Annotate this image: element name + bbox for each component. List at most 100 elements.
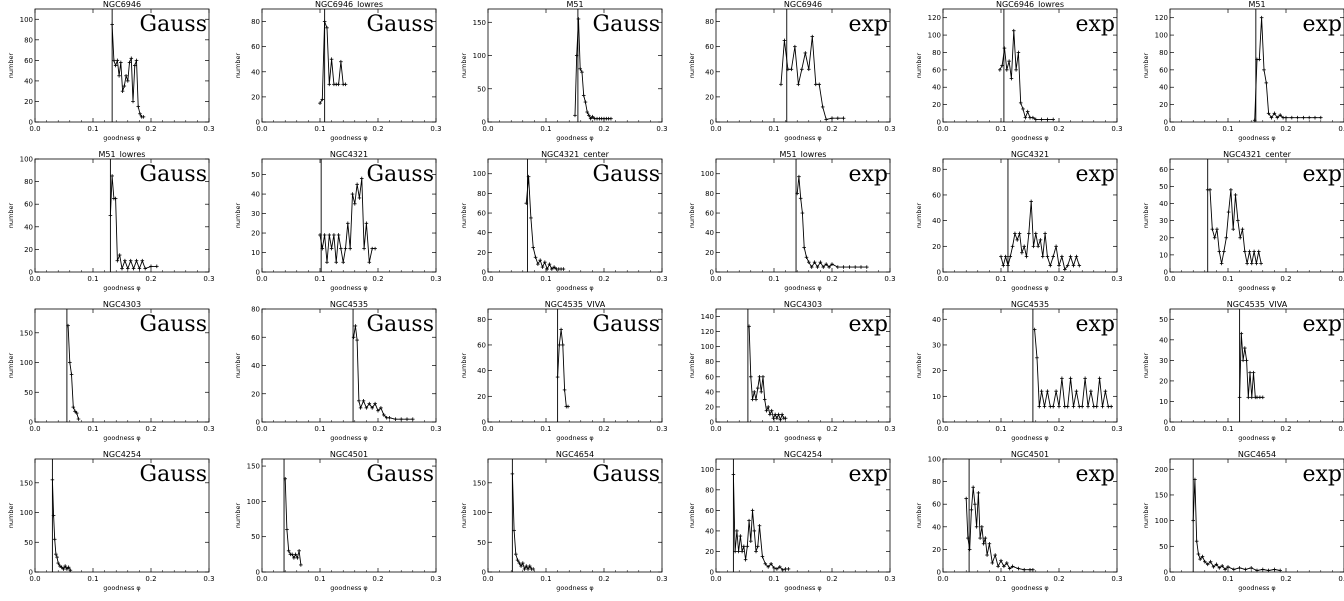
data-point (1083, 376, 1087, 381)
data-point (322, 233, 327, 237)
data-point (761, 375, 765, 379)
data-point (370, 406, 374, 410)
y-tick-label: 60 (705, 43, 714, 51)
x-tick-label: 0.1 (540, 575, 551, 583)
x-axis-label: goodness φ (1238, 284, 1275, 292)
data-point (1020, 250, 1024, 255)
data-point (764, 408, 769, 413)
data-point (332, 233, 336, 237)
y-tick-label: 0 (937, 119, 941, 127)
data-point (283, 476, 287, 481)
data-point (1241, 358, 1245, 363)
plot-frame (34, 158, 210, 273)
data-point (339, 59, 343, 64)
x-tick-label: 0.3 (884, 275, 895, 283)
data-point (1015, 238, 1020, 242)
x-tick-label: 0.0 (29, 275, 40, 283)
y-axis-label: number (688, 502, 696, 528)
chart-panel-23: NGC4501 exp 0.0 0.1 0.2 0.3 0 20 40 60 80 100 goodne… (915, 450, 1123, 592)
data-point (804, 255, 809, 260)
y-tick-label: 20 (1159, 234, 1168, 242)
data-point (1022, 567, 1026, 572)
y-axis-label: number (1142, 352, 1150, 378)
data-line (796, 176, 867, 268)
y-tick-label: 20 (251, 390, 260, 398)
y-tick-label: 80 (251, 306, 260, 314)
model-label: exp (1302, 162, 1342, 187)
y-tick-label: 60 (477, 210, 486, 218)
data-point (1266, 111, 1271, 116)
x-tick-label: 0.2 (1280, 425, 1291, 433)
model-label: Gauss (367, 462, 434, 487)
data-point (76, 417, 81, 421)
data-point (1269, 115, 1274, 120)
x-tick-label: 0.1 (995, 425, 1006, 433)
data-point (1262, 68, 1266, 72)
data-point (750, 508, 755, 513)
data-point (1043, 231, 1047, 236)
data-point (1295, 115, 1300, 120)
data-point (981, 541, 986, 546)
y-axis-label: number (460, 202, 468, 228)
data-point (552, 265, 556, 269)
chart-title: NGC4254 (103, 450, 141, 459)
x-tick-label: 0.2 (1280, 575, 1291, 583)
x-axis-label: goodness φ (330, 584, 367, 592)
x-tick-label: 0.2 (598, 275, 609, 283)
data-point (126, 79, 130, 83)
data-point (578, 67, 583, 71)
y-tick-label: 50 (477, 85, 486, 93)
chart-title: NGC4321_center (1223, 150, 1292, 159)
data-point (786, 567, 791, 571)
model-label: Gauss (593, 462, 660, 487)
data-point (1032, 327, 1037, 332)
y-tick-label: 100 (928, 32, 941, 40)
data-line (965, 487, 1033, 571)
plot-frame (34, 8, 210, 123)
data-point (1252, 118, 1257, 123)
data-point (609, 116, 613, 121)
x-tick-label: 0.3 (1338, 425, 1344, 433)
data-point (985, 553, 989, 557)
data-point (1051, 254, 1055, 259)
x-axis-label: goodness φ (1238, 134, 1275, 142)
y-tick-label: 60 (24, 201, 33, 209)
y-tick-label: 30 (1159, 217, 1168, 225)
x-tick-label: 0.1 (768, 575, 779, 583)
data-point (1034, 231, 1038, 236)
y-tick-label: 50 (24, 389, 33, 397)
chart-title: M51_lowres (99, 150, 146, 159)
y-tick-label: 20 (24, 98, 33, 106)
data-point (1243, 567, 1248, 572)
data-point (1017, 231, 1022, 236)
data-point (137, 266, 142, 271)
chart-panel-22: NGC4254 exp 0.0 0.1 0.2 0.3 0 20 40 60 80 100 goodne… (688, 450, 896, 592)
data-point (329, 57, 334, 62)
data-point (1045, 389, 1050, 393)
y-tick-label: 50 (251, 533, 260, 541)
x-axis-label: goodness φ (556, 134, 593, 142)
data-point (61, 567, 66, 571)
data-point (1054, 244, 1058, 249)
data-point (859, 265, 863, 269)
y-tick-label: 0 (256, 119, 260, 127)
data-point (543, 260, 547, 264)
data-point (1031, 244, 1036, 249)
data-point (74, 411, 79, 415)
data-point (771, 416, 776, 421)
y-tick-label: 40 (1159, 200, 1168, 208)
y-axis-label: number (915, 202, 923, 228)
data-point (1278, 568, 1282, 573)
data-point (983, 536, 988, 540)
y-axis-label: number (7, 502, 15, 528)
plot-frame (942, 8, 1118, 123)
y-tick-label: 150 (473, 19, 486, 27)
y-axis-label: number (1142, 52, 1150, 78)
data-point (754, 549, 758, 554)
data-point (379, 406, 383, 410)
data-point (752, 390, 757, 394)
data-point (1054, 389, 1058, 393)
data-point (545, 267, 549, 271)
y-tick-label: 20 (1159, 101, 1168, 109)
